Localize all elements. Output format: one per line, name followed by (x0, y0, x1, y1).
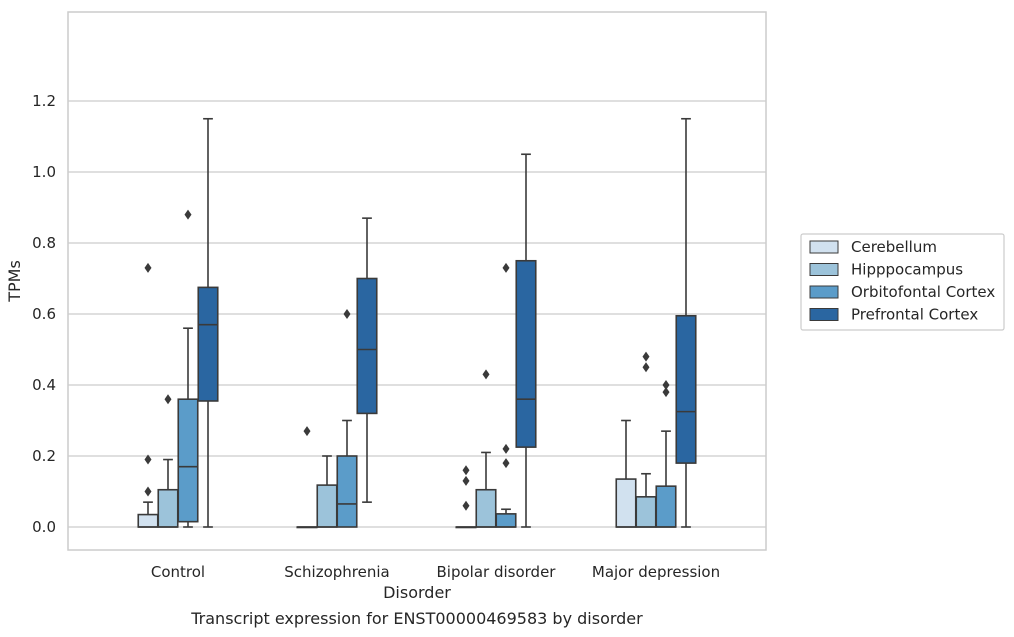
box-3-0 (197, 117, 219, 528)
outlier-point (303, 426, 311, 437)
legend: Cerebellum Hipppocampus Orbitofontal Corte… (800, 233, 1005, 331)
outlier-point (144, 262, 152, 273)
box-2-0 (177, 209, 199, 528)
plot-frame (67, 11, 767, 551)
box-rect (197, 286, 219, 402)
box-rect (356, 277, 378, 415)
box-rect (177, 398, 199, 523)
outlier-point (502, 443, 510, 454)
box-rect (336, 455, 358, 528)
chart-caption: Transcript expression for ENST0000046958… (190, 609, 643, 628)
x-axis-label: Disorder (383, 583, 451, 602)
boxes-layer (137, 117, 697, 529)
box-0-0 (137, 262, 159, 528)
y-tick-label: 1.2 (32, 92, 56, 110)
y-axis-ticks: 0.0 0.2 0.4 0.6 0.8 1.0 1.2 (32, 92, 56, 536)
outlier-point (462, 475, 470, 486)
box-rect (495, 513, 517, 528)
box-rect (157, 488, 179, 528)
box-0-3 (615, 419, 637, 528)
legend-label: Hipppocampus (851, 261, 963, 279)
legend-label: Cerebellum (851, 238, 937, 256)
gridlines (68, 100, 766, 528)
box-0-1 (296, 426, 318, 529)
outlier-point (502, 262, 510, 273)
legend-swatch (809, 285, 839, 299)
legend-swatch (809, 308, 839, 321)
box-1-0 (157, 394, 179, 528)
box-rect (475, 488, 497, 528)
legend-label: Prefrontal Cortex (851, 306, 978, 324)
outlier-point (502, 458, 510, 469)
outlier-point (184, 209, 192, 220)
box-2-3 (655, 380, 677, 528)
box-rect (635, 496, 657, 528)
box-rect (515, 259, 537, 448)
outlier-point (343, 309, 351, 319)
box-1-3 (635, 351, 657, 528)
outlier-point (482, 369, 490, 380)
y-tick-label: 0.4 (32, 376, 56, 394)
outlier-point (462, 465, 470, 476)
legend-swatch (809, 263, 839, 276)
outlier-point (662, 387, 670, 398)
y-tick-label: 0.0 (32, 518, 56, 536)
outlier-point (642, 351, 650, 362)
box-2-1 (336, 309, 358, 528)
outlier-point (462, 500, 470, 511)
legend-frame (800, 233, 1005, 331)
x-tick-label: Major depression (592, 563, 720, 581)
y-tick-label: 0.8 (32, 234, 56, 252)
y-tick-label: 1.0 (32, 163, 56, 181)
legend-label: Orbitofontal Cortex (851, 283, 995, 301)
box-1-1 (316, 455, 338, 528)
y-tick-label: 0.2 (32, 447, 56, 465)
outlier-point (662, 380, 670, 390)
box-2-2 (495, 262, 517, 528)
outlier-point (164, 394, 172, 405)
outlier-point (144, 486, 152, 497)
box-3-3 (675, 117, 697, 528)
box-3-2 (515, 153, 537, 528)
box-0-2 (455, 465, 477, 529)
box-1-2 (475, 369, 497, 528)
x-tick-label: Control (151, 563, 205, 581)
outlier-point (144, 454, 152, 465)
box-rect (675, 314, 697, 464)
y-tick-label: 0.6 (32, 305, 56, 323)
box-rect (137, 513, 159, 528)
box-rect (615, 478, 637, 528)
box-3-1 (356, 217, 378, 503)
x-axis-ticks: Control Schizophrenia Bipolar disorder Majo… (151, 563, 720, 581)
x-tick-label: Bipolar disorder (437, 563, 557, 581)
box-rect (655, 485, 677, 528)
y-axis-label: TPMs (5, 260, 24, 303)
outlier-point (642, 362, 650, 373)
legend-swatch (809, 240, 839, 254)
box-rect (316, 484, 338, 528)
x-tick-label: Schizophrenia (284, 563, 389, 581)
